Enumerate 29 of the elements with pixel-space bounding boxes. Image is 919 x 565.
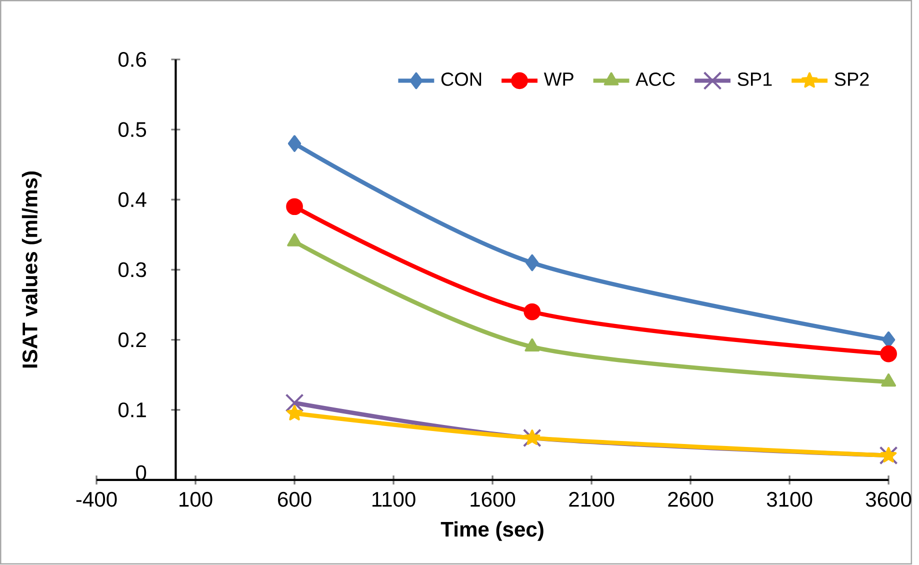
legend-label: SP2 — [834, 72, 869, 86]
x-axis-title: Time (sec) — [440, 522, 544, 542]
point — [286, 198, 303, 216]
point — [288, 135, 302, 152]
x-tick-label: -400 — [76, 492, 117, 508]
x-tick-label: 100 — [180, 492, 212, 508]
x-tick-label: 3600 — [866, 492, 912, 508]
y-tick-label: 0.5 — [118, 122, 146, 138]
legend-label: ACC — [636, 72, 675, 86]
y-axis-title: ISAT values (ml/ms) — [22, 172, 42, 368]
point — [526, 254, 539, 272]
y-tick-label: 0.3 — [118, 262, 146, 278]
point — [285, 394, 304, 412]
legend-label: WP — [544, 72, 574, 86]
legend-label: CON — [441, 72, 482, 86]
y-tick-label: 0.6 — [118, 52, 146, 68]
point — [524, 304, 541, 320]
x-tick-label: 600 — [278, 492, 312, 508]
point — [286, 405, 303, 421]
point — [880, 346, 897, 362]
x-tick-label: 2100 — [569, 492, 614, 508]
x-tick-label: 2600 — [668, 492, 714, 508]
x-tick-label: 1600 — [470, 492, 516, 508]
y-tick-label: 0.4 — [118, 192, 146, 208]
y-tick-label: 0.2 — [118, 332, 146, 348]
y-tick-label: 0.1 — [118, 402, 146, 418]
legend-label: SP1 — [738, 72, 772, 86]
x-tick-label: 1100 — [372, 492, 416, 508]
x-tick-label: 3100 — [766, 492, 812, 508]
